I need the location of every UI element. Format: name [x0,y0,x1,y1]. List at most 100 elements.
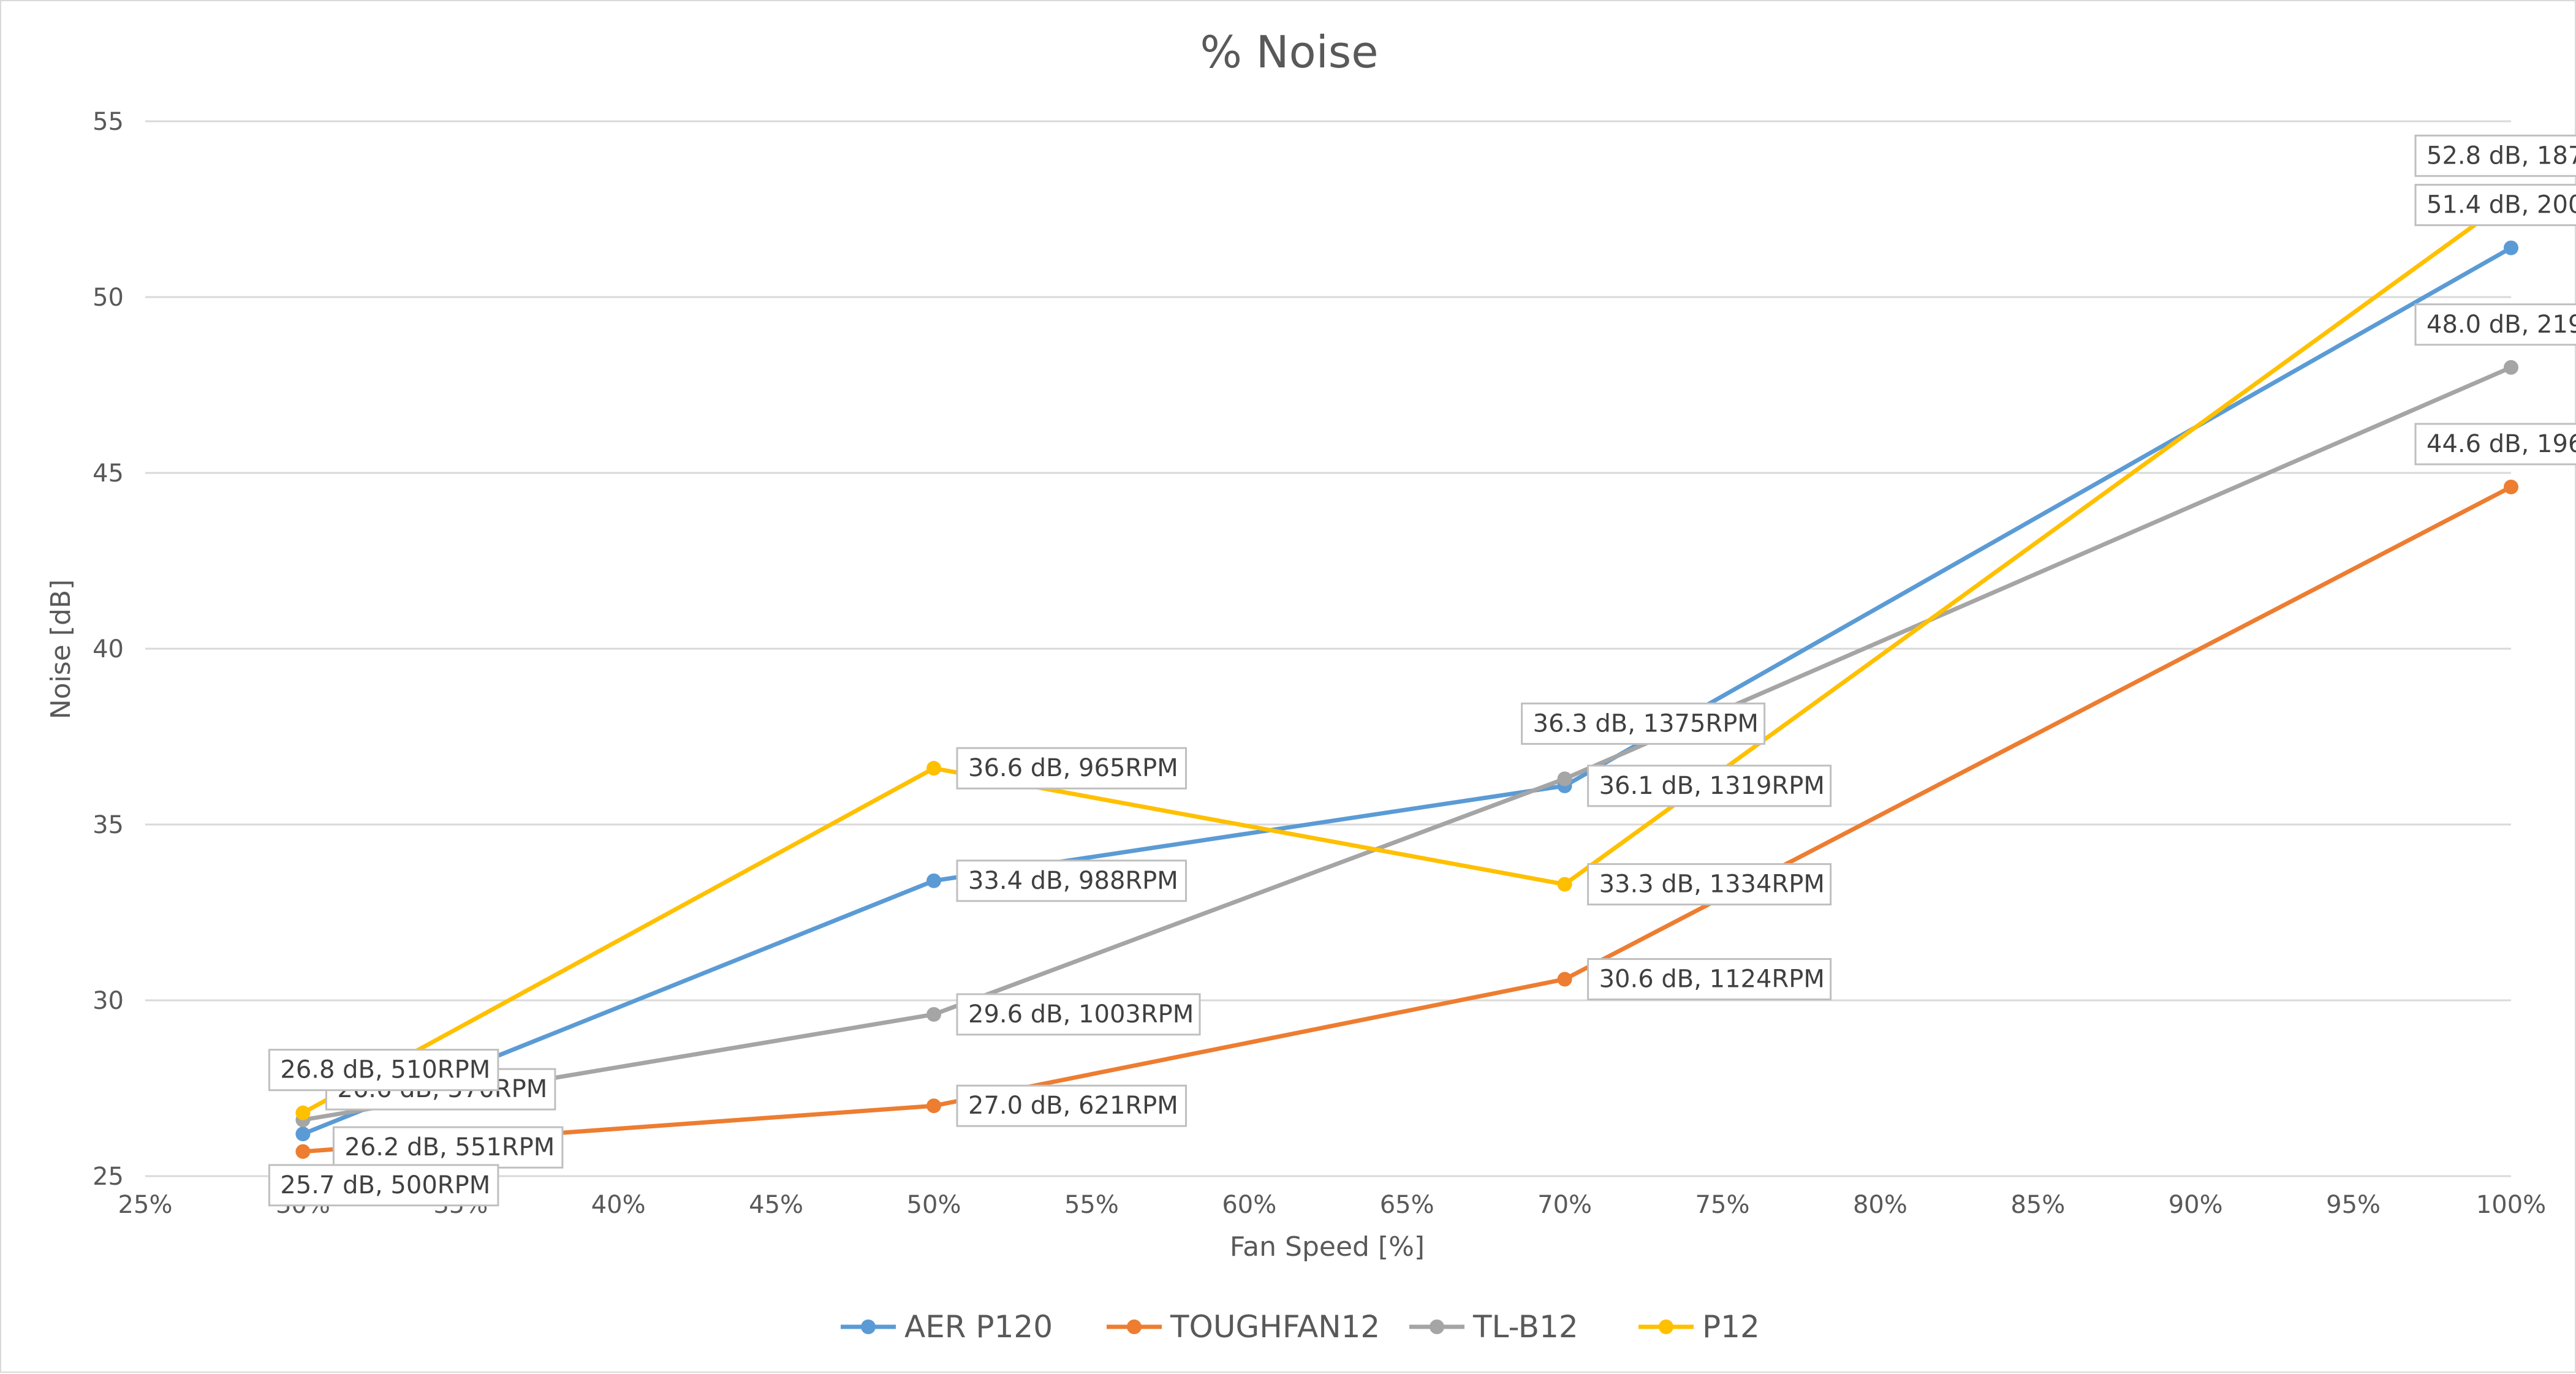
series-line [301,197,2513,1115]
y-tick-label: 50 [93,284,124,312]
x-tick-label: 60% [1222,1191,1276,1219]
data-point [2504,479,2518,494]
x-axis-title: Fan Speed [%] [1230,1231,1425,1263]
data-point [926,873,941,888]
y-tick-label: 45 [93,459,124,488]
data-label-box [2414,423,2576,466]
y-tick-label: 40 [93,635,124,663]
data-label-text: 27.0 dB, 621RPM [968,1092,1178,1120]
legend-swatch-marker [861,1319,876,1334]
data-point [2504,360,2518,375]
data-label: 27.0 dB, 621RPM [956,1084,1187,1127]
data-label-text: 33.3 dB, 1334RPM [1599,870,1825,899]
data-label-text: 29.6 dB, 1003RPM [968,1000,1194,1029]
data-label: 30.6 dB, 1124RPM [1587,958,1832,1001]
x-tick-label: 70% [1537,1191,1592,1219]
data-label-box [2414,303,2576,346]
data-label: 29.6 dB, 1003RPM [956,993,1201,1036]
data-label: 26.8 dB, 510RPM [268,1049,499,1092]
legend-label: P12 [1702,1309,1760,1345]
data-point [926,1006,941,1022]
data-label-box [1587,764,1832,807]
data-label-text: 36.1 dB, 1319RPM [1599,772,1825,800]
data-label: 26.2 dB, 551RPM [332,1126,564,1169]
legend-label: AER P120 [904,1309,1053,1345]
series-line [302,246,2512,1136]
legend-item: P12 [1638,1309,1760,1345]
legend-item: TOUGHFAN12 [1107,1309,1380,1345]
series-line [303,485,2512,1154]
data-label: 51.4 dB, 2008RPM [2414,184,2576,227]
data-label-text: 52.8 dB, 1879RPM [2426,142,2576,170]
legend-label: TL-B12 [1472,1309,1578,1345]
x-tick-label: 75% [1695,1191,1750,1219]
data-label-text: 25.7 dB, 500RPM [280,1171,490,1199]
data-point [2504,240,2518,255]
data-label-text: 30.6 dB, 1124RPM [1599,965,1825,994]
x-tick-label: 85% [2010,1191,2065,1219]
x-tick-label: 50% [907,1191,961,1219]
x-tick-label: 25% [118,1191,173,1219]
legend-item: TL-B12 [1409,1309,1578,1345]
y-tick-label: 35 [93,811,124,839]
data-label-text: 36.6 dB, 965RPM [968,754,1178,782]
x-tick-label: 55% [1064,1191,1119,1219]
data-label-box [268,1164,499,1207]
data-label-text: 36.3 dB, 1375RPM [1533,709,1759,738]
data-point [926,761,941,776]
x-tick-label: 65% [1380,1191,1434,1219]
x-tick-label: 95% [2326,1191,2381,1219]
data-point [295,1144,311,1159]
data-label: 36.1 dB, 1319RPM [1587,764,1832,807]
data-point [1557,771,1572,787]
data-point [1557,877,1572,892]
x-tick-label: 45% [749,1191,803,1219]
data-label-box [332,1126,564,1169]
legend-swatch-marker [1430,1319,1444,1334]
y-tick-label: 30 [93,987,124,1015]
x-tick-label: 80% [1853,1191,1907,1219]
data-label: 44.6 dB, 1967RPM [2414,423,2576,466]
series-lines [301,197,2513,1154]
data-label-text: 51.4 dB, 2008RPM [2426,191,2576,219]
data-point [1557,972,1572,987]
series-line [302,365,2512,1122]
data-label-text: 26.8 dB, 510RPM [280,1056,490,1084]
y-tick-label: 25 [93,1163,124,1191]
data-label-box [956,993,1201,1036]
data-label-text: 33.4 dB, 988RPM [968,867,1178,895]
x-tick-label: 90% [2169,1191,2223,1219]
data-label-box [956,747,1187,790]
data-point [926,1098,941,1114]
data-label-text: 26.2 dB, 551RPM [344,1133,555,1161]
data-label: 33.3 dB, 1334RPM [1587,863,1832,906]
data-label: 36.3 dB, 1375RPM [1521,702,1766,745]
data-label: 36.6 dB, 965RPM [956,747,1187,790]
data-labels: 26.2 dB, 551RPM 33.4 dB, 988RPM 36.1 dB, 1… [268,134,2576,1207]
data-label-box [2414,184,2576,227]
data-label: 25.7 dB, 500RPM [268,1164,499,1207]
x-tick-label: 100% [2476,1191,2546,1219]
data-label-box [1521,702,1766,745]
data-label-box [268,1049,499,1092]
data-label: 33.4 dB, 988RPM [956,859,1187,902]
data-point [295,1105,311,1120]
data-label-box [1587,863,1832,906]
data-label-box [956,1084,1187,1127]
legend-label: TOUGHFAN12 [1170,1309,1380,1345]
data-point [295,1127,311,1142]
legend-swatch-marker [1127,1319,1142,1334]
data-label-box [1587,958,1832,1001]
legend-swatch-marker [1659,1319,1673,1334]
legend: AER P120 TOUGHFAN12 TL-B12 P12 [841,1309,1760,1345]
data-label: 48.0 dB, 2196RPM [2414,303,2576,346]
series-points [295,191,2518,1159]
data-label-text: 44.6 dB, 1967RPM [2426,430,2576,458]
y-axis: 25 30 35 40 45 50 55 [93,108,124,1191]
legend-item: AER P120 [841,1309,1053,1345]
data-label-text: 48.0 dB, 2196RPM [2426,311,2576,339]
data-label-box [2414,134,2576,177]
x-tick-label: 40% [591,1191,646,1219]
data-label-box [956,859,1187,902]
